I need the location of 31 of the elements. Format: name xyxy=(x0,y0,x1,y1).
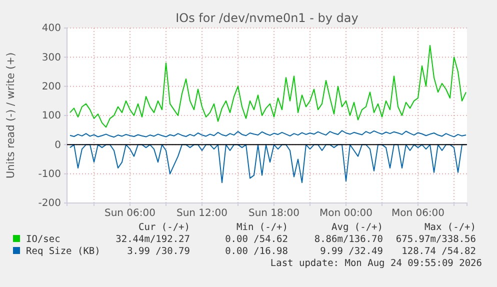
x-tick-label: Mon 06:00 xyxy=(391,208,445,220)
y-tick-label: 0 xyxy=(54,140,61,151)
y-tick-label: 100 xyxy=(42,110,61,122)
text: Avg (-/+) xyxy=(332,222,383,233)
chart-title: IOs for /dev/nvme0n1 - by day xyxy=(176,11,358,25)
text: 0.00 /54.62 xyxy=(225,234,288,245)
text: 8.86m/136.70 xyxy=(314,234,384,245)
y-tick-label: -100 xyxy=(38,169,61,180)
y-tick-label: 400 xyxy=(42,23,61,34)
text: 0.00 /16.98 xyxy=(225,246,288,257)
y-tick-label: 200 xyxy=(42,82,61,93)
legend-label: Req Size (KB) xyxy=(26,246,100,257)
text: 32.44m/192.27 xyxy=(116,234,190,245)
text: 675.97m/338.56 xyxy=(396,234,476,245)
line-series xyxy=(70,130,466,138)
x-tick-label: Sun 12:00 xyxy=(176,208,228,220)
text: Cur (-/+) xyxy=(138,222,190,233)
text: 128.74 /54.82 xyxy=(402,246,476,257)
text: Last update: Mon Aug 24 09:55:09 2026 xyxy=(270,258,482,269)
text: Min (-/+) xyxy=(236,222,288,233)
text: 9.99 /32.49 xyxy=(320,246,384,257)
y-tick-label: -200 xyxy=(38,198,61,210)
legend-label: IO/sec xyxy=(26,234,60,245)
x-tick-label: Mon 00:00 xyxy=(319,208,373,220)
x-tick-label: Sun 06:00 xyxy=(104,208,156,220)
x-tick-label: Sun 18:00 xyxy=(248,208,300,220)
y-axis-title: Units read (-) / write (+) xyxy=(5,52,17,179)
text: 3.99 /30.79 xyxy=(127,246,190,257)
line-series xyxy=(70,45,466,128)
text: Max (-/+) xyxy=(424,222,476,233)
y-tick-label: 300 xyxy=(42,52,61,64)
